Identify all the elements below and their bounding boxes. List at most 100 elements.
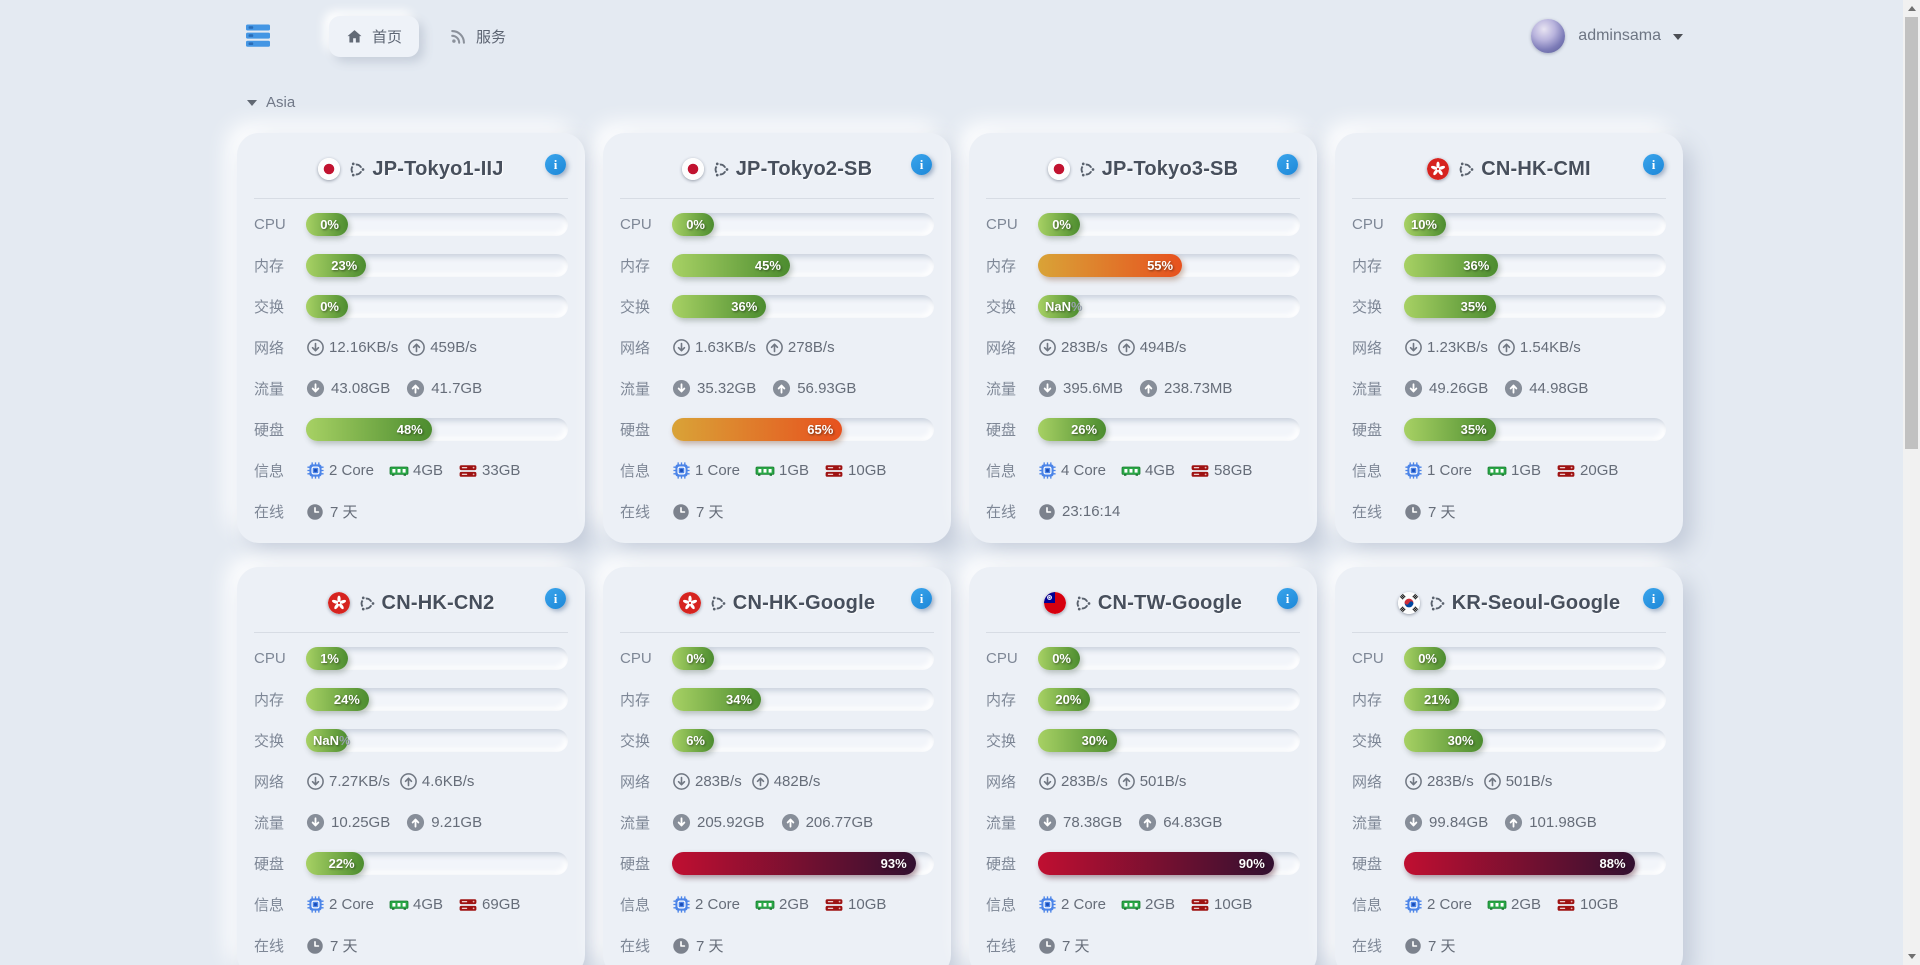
info-icon[interactable]: i (1643, 154, 1664, 175)
server-card: CN-TW-Google i CPU 0% 内存 20% 交换 30% 网络 (969, 567, 1317, 965)
upload-circle-filled-icon (1138, 813, 1157, 832)
traffic-down-value: 99.84GB (1429, 814, 1489, 831)
ram-stick-icon (389, 461, 409, 481)
disk-usage-value: 65% (807, 422, 834, 437)
row-label-online: 在线 (1352, 504, 1383, 521)
row-label-online: 在线 (620, 938, 651, 955)
swap-usage-bar: 6% (672, 729, 934, 752)
row-label-disk: 硬盘 (986, 856, 1017, 873)
upload-circle-filled-icon (772, 379, 791, 398)
hdd-stack-icon (1556, 461, 1576, 481)
info-icon[interactable]: i (911, 154, 932, 175)
server-card: JP-Tokyo1-IIJ i CPU 0% 内存 23% 交换 0% 网络 (237, 133, 585, 543)
clock-icon (1404, 503, 1422, 521)
hdd-stack-icon (1190, 895, 1210, 915)
memory-usage-bar: 45% (672, 254, 934, 277)
server-card: JP-Tokyo2-SB i CPU 0% 内存 45% 交换 36% 网络 (603, 133, 951, 543)
cpu-usage-value: 1% (320, 651, 339, 666)
swap-usage-bar: 36% (672, 295, 934, 318)
server-card-header: CN-TW-Google i (986, 585, 1300, 621)
server-card-header: CN-HK-CMI i (1352, 151, 1666, 187)
info-icon[interactable]: i (1643, 588, 1664, 609)
network-up-value: 1.54KB/s (1519, 339, 1581, 356)
server-card-header: KR-Seoul-Google i (1352, 585, 1666, 621)
info-icon[interactable]: i (545, 154, 566, 175)
tab-services[interactable]: 服务 (433, 16, 523, 57)
online-value: 7 天 (1428, 938, 1456, 955)
cpu-chip-icon (1038, 461, 1057, 480)
home-icon (346, 28, 363, 45)
download-circle-outline-icon (672, 338, 691, 357)
info-icon[interactable]: i (911, 588, 932, 609)
memory-usage-bar: 36% (1404, 254, 1666, 277)
scrollbar-up-arrow[interactable] (1903, 0, 1920, 17)
jp-flag-icon (318, 158, 341, 180)
user-menu[interactable]: adminsama (1531, 19, 1683, 53)
divider (620, 632, 934, 633)
disk-usage-bar: 93% (672, 852, 934, 875)
row-label-memory: 内存 (620, 258, 651, 275)
ubuntu-os-icon (1074, 595, 1091, 612)
row-label-cpu: CPU (620, 216, 652, 233)
row-label-info: 信息 (620, 897, 651, 914)
traffic-up-value: 64.83GB (1163, 814, 1223, 831)
ram-stick-icon (1121, 461, 1141, 481)
row-label-network: 网络 (1352, 774, 1383, 791)
cpu-usage-value: 0% (686, 217, 705, 232)
divider (986, 632, 1300, 633)
download-circle-outline-icon (672, 772, 691, 791)
scrollbar-thumb[interactable] (1905, 17, 1918, 449)
cpu-usage-value: 0% (686, 651, 705, 666)
cpu-chip-icon (1038, 895, 1057, 914)
row-label-online: 在线 (620, 504, 651, 521)
info-icon[interactable]: i (1277, 588, 1298, 609)
upload-circle-outline-icon (765, 338, 784, 357)
server-card: CN-HK-CMI i CPU 10% 内存 36% 交换 35% 网络 (1335, 133, 1683, 543)
memory-usage-value: 21% (1423, 692, 1451, 707)
info-cores-value: 4 Core (1061, 462, 1107, 479)
info-icon[interactable]: i (1277, 154, 1298, 175)
row-label-cpu: CPU (254, 650, 286, 667)
cpu-usage-bar: 10% (1404, 213, 1666, 236)
section-header-asia[interactable]: Asia (237, 94, 1683, 111)
download-circle-outline-icon (306, 772, 325, 791)
divider (254, 198, 568, 199)
upload-circle-outline-icon (1117, 338, 1136, 357)
row-label-info: 信息 (620, 463, 651, 480)
upload-circle-outline-icon (1117, 772, 1136, 791)
memory-usage-bar: 34% (672, 688, 934, 711)
clock-icon (306, 937, 324, 955)
cpu-usage-value: 0% (1052, 651, 1071, 666)
nav-tabs: 首页 服务 (329, 15, 523, 57)
download-circle-outline-icon (306, 338, 325, 357)
scrollbar-down-arrow[interactable] (1907, 954, 1916, 959)
memory-usage-value: 23% (331, 258, 358, 273)
online-value: 7 天 (1062, 938, 1090, 955)
download-circle-filled-icon (1404, 379, 1423, 398)
network-down-value: 283B/s (1427, 773, 1474, 790)
info-icon[interactable]: i (545, 588, 566, 609)
row-label-disk: 硬盘 (620, 422, 651, 439)
server-stack-icon[interactable] (245, 24, 271, 48)
traffic-down-value: 205.92GB (697, 814, 765, 831)
info-disk-value: 10GB (848, 462, 887, 479)
tab-home[interactable]: 首页 (329, 15, 420, 57)
ram-stick-icon (1487, 461, 1507, 481)
clock-icon (1404, 937, 1422, 955)
disk-usage-value: 90% (1238, 856, 1265, 871)
row-label-online: 在线 (254, 938, 285, 955)
memory-usage-value: 24% (333, 692, 360, 707)
info-cores-value: 2 Core (329, 896, 375, 913)
online-value: 7 天 (696, 938, 724, 955)
ram-stick-icon (389, 895, 409, 915)
download-circle-filled-icon (1038, 813, 1057, 832)
scrollbar[interactable] (1903, 0, 1920, 965)
ubuntu-os-icon (1457, 161, 1474, 178)
upload-circle-outline-icon (399, 772, 418, 791)
row-label-memory: 内存 (1352, 692, 1383, 709)
ubuntu-os-icon (1078, 161, 1095, 178)
row-label-disk: 硬盘 (620, 856, 651, 873)
ram-stick-icon (755, 461, 775, 481)
row-label-cpu: CPU (986, 650, 1018, 667)
disk-usage-bar: 26% (1038, 418, 1300, 441)
